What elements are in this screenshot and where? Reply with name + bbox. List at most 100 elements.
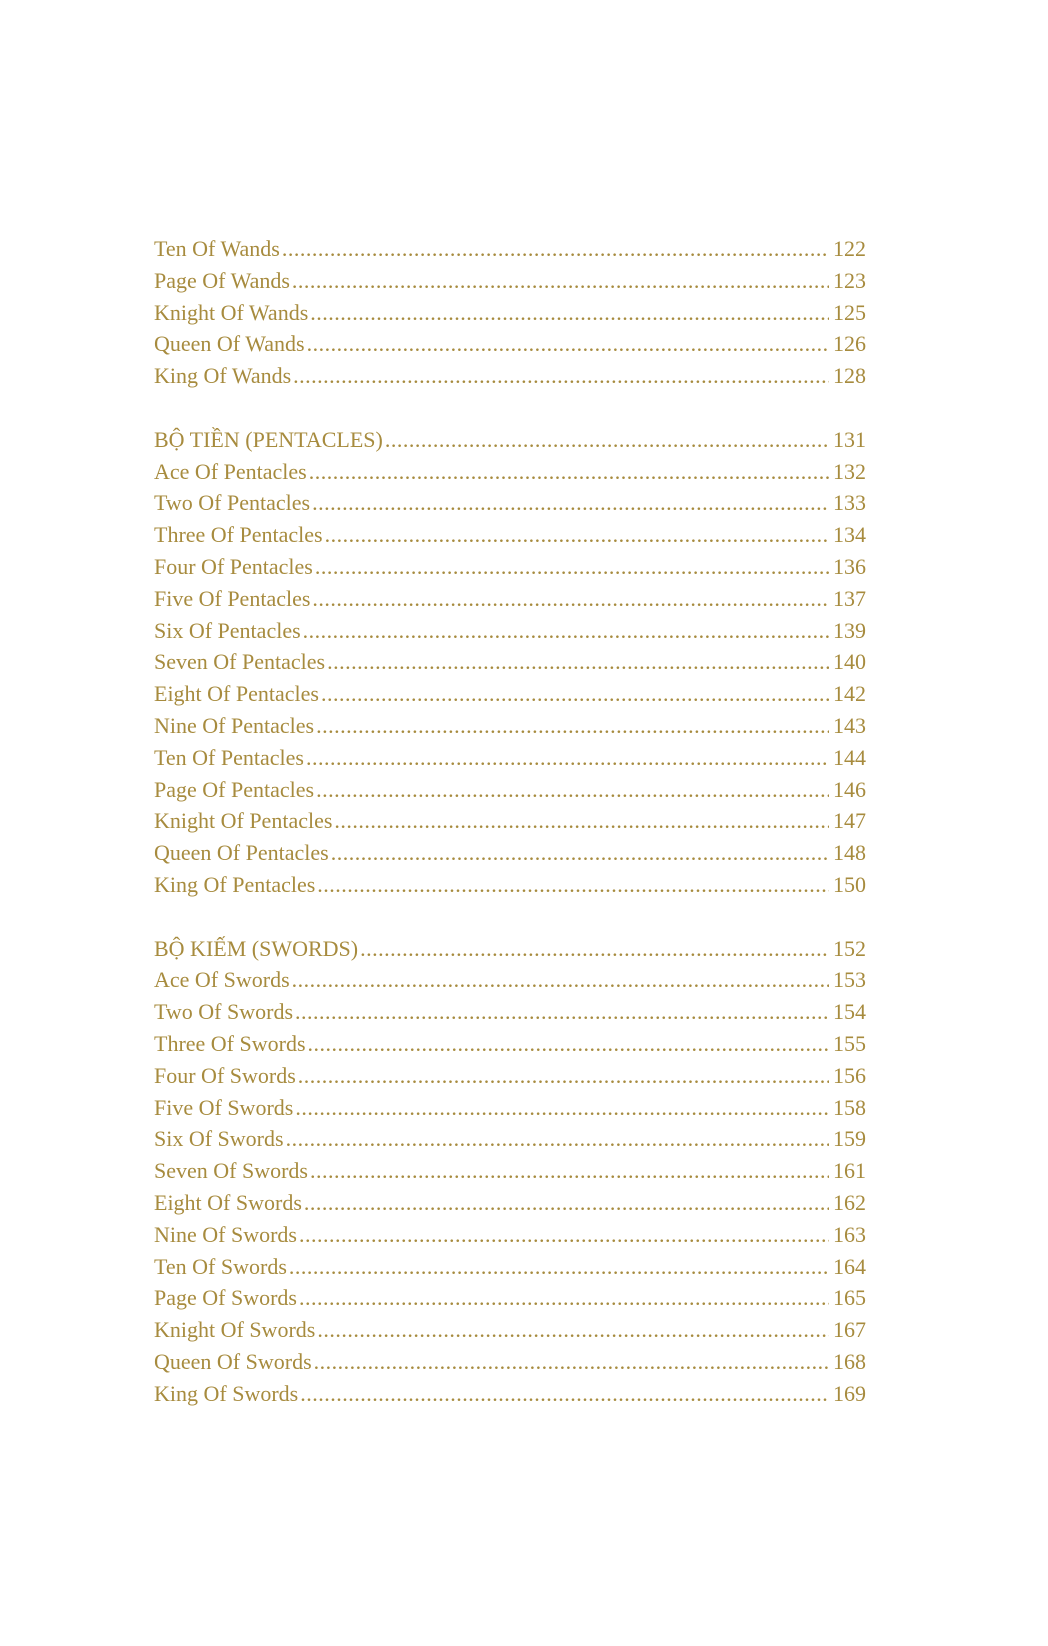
toc-entry: Page Of Pentacles 146 — [154, 774, 866, 806]
toc-entry: King Of Swords 169 — [154, 1378, 866, 1410]
dot-leader — [292, 265, 829, 297]
dot-leader — [299, 1282, 829, 1314]
toc-entry-title: Four Of Swords — [154, 1062, 296, 1088]
toc-entry-title: Four Of Pentacles — [154, 553, 313, 579]
toc-entry-page: 147 — [833, 808, 866, 834]
toc-entry-page: 156 — [833, 1062, 866, 1088]
toc-entry: Nine Of Pentacles 143 — [154, 710, 866, 742]
dot-leader — [292, 964, 829, 996]
toc-entry: Four Of Pentacles 136 — [154, 551, 866, 583]
toc-entry-title: King Of Swords — [154, 1380, 299, 1406]
toc-entry: Seven Of Pentacles 140 — [154, 646, 866, 678]
dot-leader — [307, 328, 829, 360]
toc-entry-page: 150 — [833, 871, 866, 897]
dot-leader — [334, 805, 829, 837]
toc-entry-title: Three Of Swords — [154, 1030, 306, 1056]
dot-leader — [298, 1060, 829, 1092]
dot-leader — [317, 869, 829, 901]
toc-entry-title: Ten Of Wands — [154, 236, 280, 261]
dot-leader — [317, 1314, 829, 1346]
dot-leader — [312, 487, 829, 519]
toc-entry: Ten Of Pentacles 144 — [154, 742, 866, 774]
toc-entry-page: 164 — [833, 1253, 866, 1279]
dot-leader — [295, 996, 829, 1028]
toc-entry: Seven Of Swords 161 — [154, 1155, 866, 1187]
dot-leader — [314, 1346, 829, 1378]
toc-entry: Five Of Pentacles 137 — [154, 583, 866, 615]
toc-entry-title: King Of Pentacles — [154, 871, 316, 897]
toc-entry-title: Ten Of Swords — [154, 1253, 287, 1279]
toc-entry-title: Ace Of Pentacles — [154, 458, 307, 484]
dot-leader — [308, 1028, 829, 1060]
toc-entry-page: 137 — [833, 585, 866, 611]
toc-entry-title: Two Of Swords — [154, 999, 294, 1025]
dot-leader — [289, 1251, 829, 1283]
toc-entry-title: Page Of Pentacles — [154, 776, 315, 802]
toc-entry-title: Ace Of Swords — [154, 967, 290, 993]
toc-entry-title: Eight Of Swords — [154, 1189, 302, 1215]
toc-entry-title: Eight Of Pentacles — [154, 681, 319, 707]
toc-entry: Page Of Wands 123 — [154, 265, 866, 297]
toc-entry-title: Two Of Pentacles — [154, 490, 311, 516]
toc-entry-title: Seven Of Pentacles — [154, 649, 326, 675]
dot-leader — [310, 1155, 829, 1187]
dot-leader — [385, 424, 829, 456]
toc-entry: Knight Of Wands 125 — [154, 297, 866, 329]
toc-entry-title: Three Of Pentacles — [154, 522, 323, 548]
toc-entry: BỘ KIẾM (SWORDS) 152 — [154, 933, 866, 965]
toc-entry-page: 165 — [833, 1285, 866, 1311]
toc-entry-title: King Of Wands — [154, 363, 292, 389]
toc-entry-title: Knight Of Swords — [154, 1317, 316, 1343]
toc-entry-page: 126 — [833, 331, 866, 357]
toc-entry-page: 158 — [833, 1094, 866, 1120]
toc-entry-title: BỘ TIỀN (PENTACLES) — [154, 426, 383, 452]
toc-entry-title: Knight Of Wands — [154, 299, 309, 325]
toc-entry-page: 125 — [833, 299, 866, 325]
toc-entry-page: 168 — [833, 1348, 866, 1374]
dot-leader — [286, 1123, 829, 1155]
toc-entry-page: 153 — [833, 967, 866, 993]
toc-entry: Page Of Swords 165 — [154, 1282, 866, 1314]
toc-entry-page: 142 — [833, 681, 866, 707]
dot-leader — [293, 360, 829, 392]
dot-leader — [295, 1092, 829, 1124]
toc-entry-page: 155 — [833, 1030, 866, 1056]
toc-entry: Eight Of Swords 162 — [154, 1187, 866, 1219]
toc-entry-page: 161 — [833, 1158, 866, 1184]
dot-leader — [312, 583, 829, 615]
table-of-contents: Ten Of Wands 122 Page Of Wands 123 Knight Of… — [154, 233, 866, 1409]
dot-leader — [325, 519, 829, 551]
toc-entry: Six Of Swords 159 — [154, 1123, 866, 1155]
toc-entry: Queen Of Wands 126 — [154, 328, 866, 360]
toc-entry-title: Seven Of Swords — [154, 1158, 308, 1184]
toc-entry: King Of Wands 128 — [154, 360, 866, 392]
toc-entry-page: 167 — [833, 1317, 866, 1343]
toc-entry: Six Of Pentacles 139 — [154, 615, 866, 647]
toc-entry-page: 123 — [833, 267, 866, 293]
toc-entry-title: Ten Of Pentacles — [154, 744, 304, 770]
toc-entry-page: 144 — [833, 744, 866, 770]
dot-leader — [321, 678, 829, 710]
section-gap — [154, 392, 866, 424]
dot-leader — [306, 742, 829, 774]
dot-leader — [282, 233, 829, 265]
toc-entry: Two Of Pentacles 133 — [154, 487, 866, 519]
toc-entry-page: 132 — [833, 458, 866, 484]
dot-leader — [310, 297, 829, 329]
toc-entry-page: 163 — [833, 1221, 866, 1247]
toc-entry: Ace Of Pentacles 132 — [154, 456, 866, 488]
toc-entry-page: 159 — [833, 1126, 866, 1152]
toc-entry-page: 152 — [833, 935, 866, 961]
toc-entry-page: 154 — [833, 999, 866, 1025]
toc-entry-page: 139 — [833, 617, 866, 643]
toc-entry: Ace Of Swords 153 — [154, 964, 866, 996]
dot-leader — [316, 774, 829, 806]
dot-leader — [299, 1219, 829, 1251]
toc-entry-page: 140 — [833, 649, 866, 675]
toc-entry: Knight Of Swords 167 — [154, 1314, 866, 1346]
dot-leader — [304, 1187, 829, 1219]
toc-entry-title: Five Of Pentacles — [154, 585, 311, 611]
toc-entry: Two Of Swords 154 — [154, 996, 866, 1028]
toc-entry-title: BỘ KIẾM (SWORDS) — [154, 935, 359, 961]
toc-entry-title: Six Of Swords — [154, 1126, 284, 1152]
